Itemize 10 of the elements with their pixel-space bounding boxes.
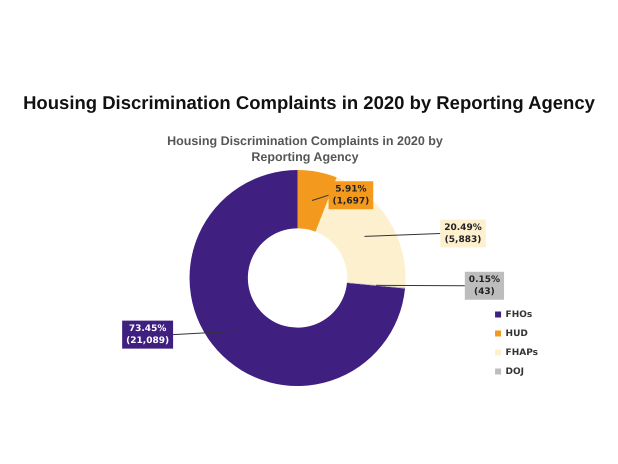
data-label: 73.45% (21,089) — [126, 324, 170, 346]
legend-label: HUD — [506, 328, 528, 339]
data-label: 20.49% (5,883) — [444, 222, 482, 245]
legend-label: FHOs — [506, 310, 532, 320]
chart-subtitle: Housing Discrimination Complaints in 2020 by Reporting Agency — [166, 133, 444, 165]
legend-label: FHAPs — [506, 348, 538, 358]
legend-label: DOJ — [506, 366, 524, 377]
data-label: 0.15% (43) — [468, 275, 500, 298]
chart-title: Housing Discrimination Complaints in 2020 by Reporting Agency — [22, 92, 596, 114]
data-label: 5.91% (1,697) — [332, 184, 370, 207]
